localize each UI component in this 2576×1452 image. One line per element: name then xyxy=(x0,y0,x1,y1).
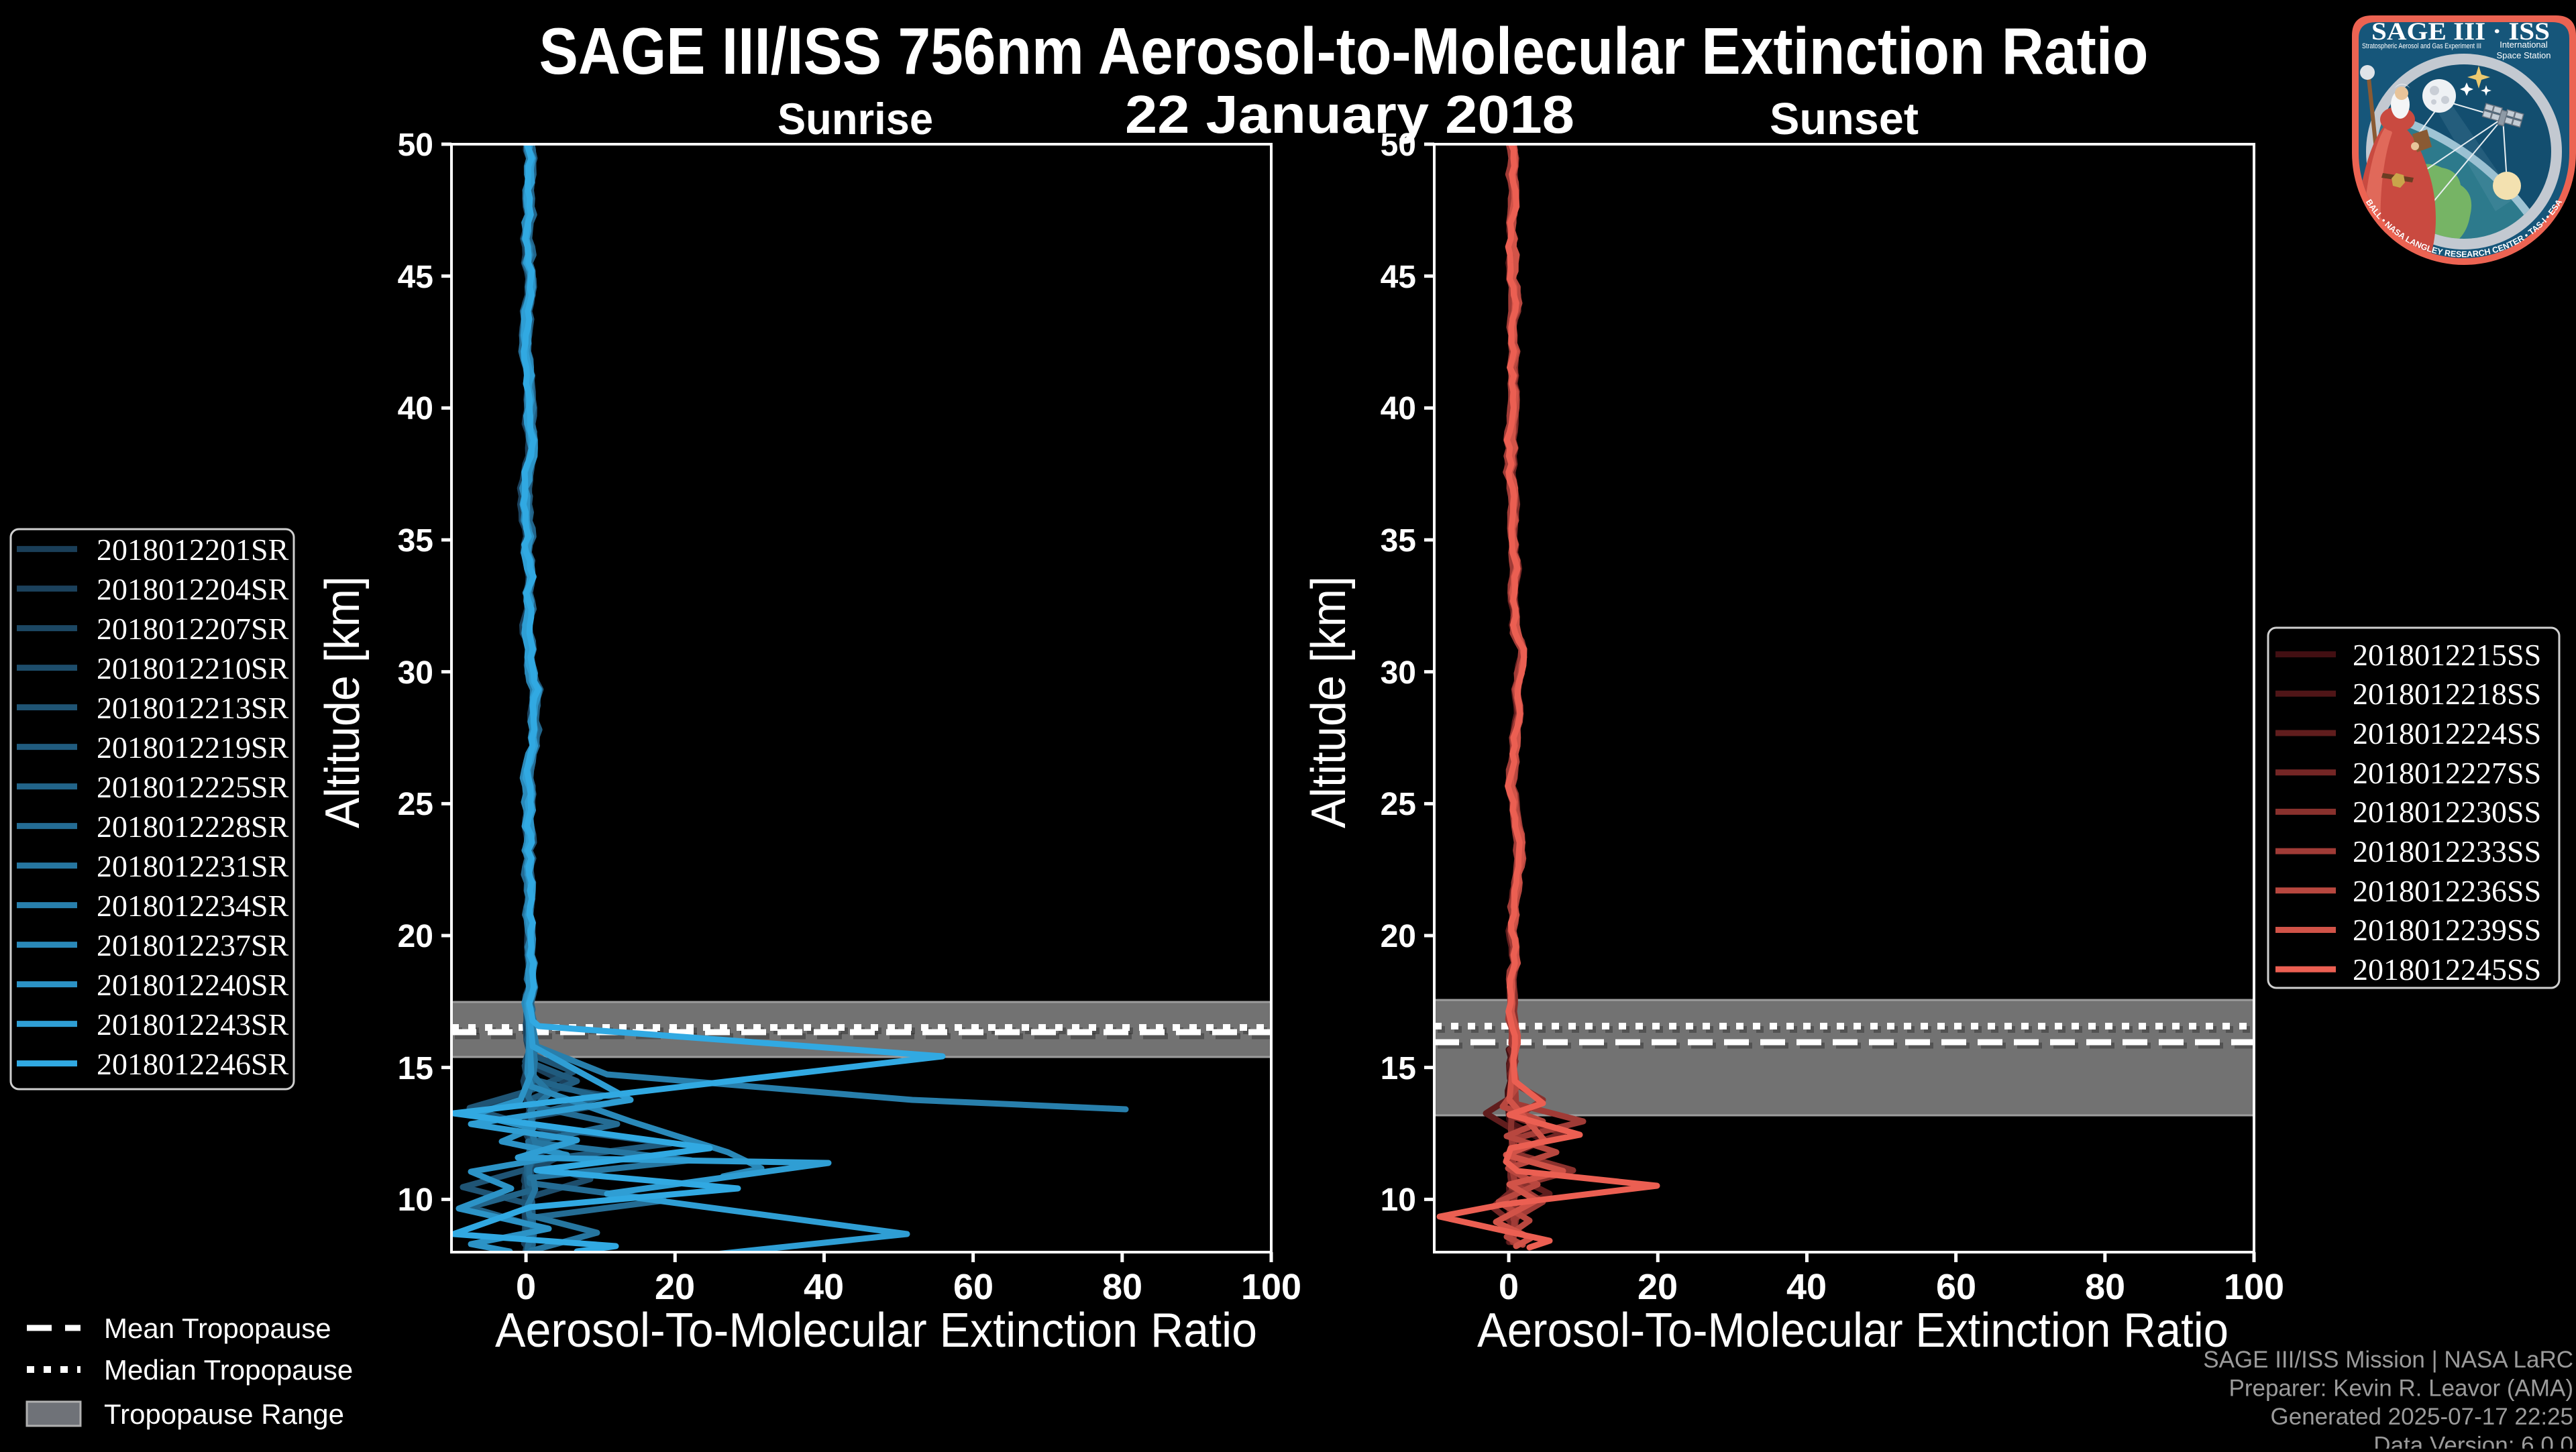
svg-text:Median Tropopause: Median Tropopause xyxy=(104,1354,353,1386)
svg-text:2018012233SS: 2018012233SS xyxy=(2353,834,2541,869)
svg-text:2018012231SR: 2018012231SR xyxy=(97,849,289,883)
svg-text:2018012246SR: 2018012246SR xyxy=(97,1047,289,1081)
svg-text:2018012236SS: 2018012236SS xyxy=(2353,874,2541,908)
svg-text:50: 50 xyxy=(398,127,433,163)
svg-text:25: 25 xyxy=(1381,787,1416,822)
svg-text:0: 0 xyxy=(516,1267,536,1307)
svg-text:2018012215SS: 2018012215SS xyxy=(2353,638,2541,672)
svg-text:2018012240SR: 2018012240SR xyxy=(97,968,289,1002)
svg-text:20: 20 xyxy=(1381,919,1416,954)
svg-text:2018012230SS: 2018012230SS xyxy=(2353,795,2541,829)
svg-text:60: 60 xyxy=(1936,1267,1976,1307)
svg-text:15: 15 xyxy=(398,1051,433,1086)
svg-text:Altitude [km]: Altitude [km] xyxy=(1302,576,1356,828)
svg-text:Space Station: Space Station xyxy=(2497,50,2551,60)
svg-text:40: 40 xyxy=(1381,391,1416,427)
svg-text:2018012201SR: 2018012201SR xyxy=(97,533,289,567)
svg-text:2018012210SR: 2018012210SR xyxy=(97,651,289,685)
svg-text:2018012213SR: 2018012213SR xyxy=(97,691,289,725)
svg-text:Sunset: Sunset xyxy=(1770,94,1919,144)
svg-text:2018012224SS: 2018012224SS xyxy=(2353,716,2541,750)
svg-text:10: 10 xyxy=(398,1182,433,1218)
svg-text:2018012227SS: 2018012227SS xyxy=(2353,756,2541,790)
svg-text:25: 25 xyxy=(398,787,433,822)
svg-text:2018012204SR: 2018012204SR xyxy=(97,572,289,606)
svg-text:20: 20 xyxy=(398,919,433,954)
svg-text:20: 20 xyxy=(1638,1267,1678,1307)
svg-text:80: 80 xyxy=(2085,1267,2125,1307)
svg-text:International: International xyxy=(2500,40,2548,50)
svg-text:2018012243SR: 2018012243SR xyxy=(97,1007,289,1042)
svg-text:2018012225SR: 2018012225SR xyxy=(97,770,289,804)
svg-text:Data Version: 6.0.0: Data Version: 6.0.0 xyxy=(2373,1433,2573,1449)
svg-text:45: 45 xyxy=(398,260,433,295)
svg-text:2018012219SR: 2018012219SR xyxy=(97,730,289,765)
svg-text:Tropopause Range: Tropopause Range xyxy=(104,1398,344,1430)
svg-text:Aerosol-To-Molecular Extinctio: Aerosol-To-Molecular Extinction Ratio xyxy=(1477,1304,2229,1357)
svg-text:60: 60 xyxy=(953,1267,994,1307)
svg-text:Mean Tropopause: Mean Tropopause xyxy=(104,1313,331,1344)
svg-text:20: 20 xyxy=(655,1267,695,1307)
svg-text:30: 30 xyxy=(1381,655,1416,691)
svg-text:15: 15 xyxy=(1381,1051,1416,1086)
svg-text:40: 40 xyxy=(804,1267,844,1307)
svg-text:10: 10 xyxy=(1381,1182,1416,1218)
svg-text:2018012245SS: 2018012245SS xyxy=(2353,952,2541,987)
svg-text:100: 100 xyxy=(2224,1267,2284,1307)
svg-text:Preparer: Kevin R. Leavor (AMA: Preparer: Kevin R. Leavor (AMA) xyxy=(2229,1376,2573,1402)
svg-text:2018012239SS: 2018012239SS xyxy=(2353,913,2541,947)
svg-text:SAGE III/ISS 756nm Aerosol-to-: SAGE III/ISS 756nm Aerosol-to-Molecular … xyxy=(539,14,2149,88)
svg-text:2018012218SS: 2018012218SS xyxy=(2353,677,2541,711)
svg-text:SAGE III/ISS Mission | NASA La: SAGE III/ISS Mission | NASA LaRC xyxy=(2203,1347,2573,1373)
svg-text:40: 40 xyxy=(1786,1267,1827,1307)
svg-text:22 January 2018: 22 January 2018 xyxy=(1125,85,1574,144)
svg-text:SAGE III · ISS: SAGE III · ISS xyxy=(2371,18,2550,46)
svg-text:2018012228SR: 2018012228SR xyxy=(97,809,289,844)
svg-text:Altitude [km]: Altitude [km] xyxy=(316,576,370,828)
svg-text:Stratospheric Aerosol and Gas: Stratospheric Aerosol and Gas Experiment… xyxy=(2362,42,2481,50)
svg-text:Generated 2025-07-17 22:25: Generated 2025-07-17 22:25 xyxy=(2271,1404,2573,1430)
svg-text:45: 45 xyxy=(1381,260,1416,295)
svg-text:40: 40 xyxy=(398,391,433,427)
svg-text:Aerosol-To-Molecular Extinctio: Aerosol-To-Molecular Extinction Ratio xyxy=(495,1304,1257,1357)
svg-text:2018012234SR: 2018012234SR xyxy=(97,889,289,923)
svg-text:35: 35 xyxy=(1381,523,1416,559)
svg-text:2018012237SR: 2018012237SR xyxy=(97,928,289,962)
svg-text:35: 35 xyxy=(398,523,433,559)
svg-text:2018012207SR: 2018012207SR xyxy=(97,612,289,646)
svg-text:30: 30 xyxy=(398,655,433,691)
svg-text:0: 0 xyxy=(1499,1267,1519,1307)
svg-text:100: 100 xyxy=(1241,1267,1301,1307)
svg-text:50: 50 xyxy=(1381,127,1416,163)
svg-text:80: 80 xyxy=(1102,1267,1142,1307)
svg-text:Sunrise: Sunrise xyxy=(777,94,933,144)
